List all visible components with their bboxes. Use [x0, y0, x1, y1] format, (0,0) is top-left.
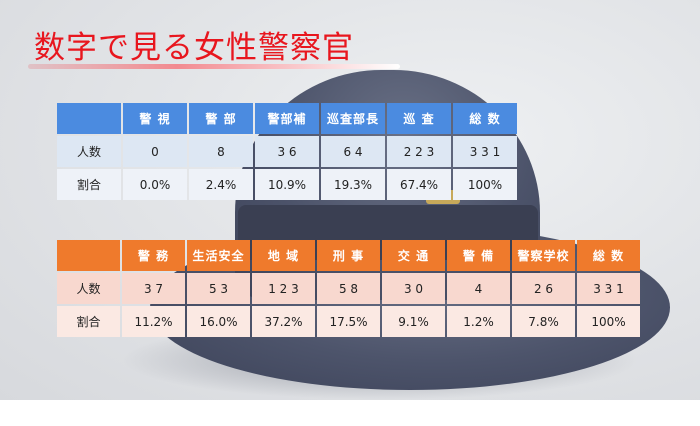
dept-header-cell: 生活安全	[187, 240, 250, 271]
table-cell: 2.4%	[189, 169, 253, 200]
table-cell: 5 8	[317, 273, 380, 304]
dept-ratio-row: 割合 11.2% 16.0% 37.2% 17.5% 9.1% 1.2% 7.8…	[57, 306, 640, 337]
table-cell: 8	[189, 136, 253, 167]
table-cell: 1.2%	[447, 306, 510, 337]
dept-header-cell: 警 務	[122, 240, 185, 271]
table-cell: 7.8%	[512, 306, 575, 337]
page-title: 数字で見る女性警察官	[34, 30, 354, 66]
table-cell: 11.2%	[122, 306, 185, 337]
dept-header-cell: 総 数	[577, 240, 640, 271]
table-cell: 1 2 3	[252, 273, 315, 304]
rank-header-row: 警 視 警 部 警部補 巡査部長 巡 査 総 数	[57, 103, 517, 134]
row-label: 割合	[57, 306, 120, 337]
table-cell: 0	[123, 136, 187, 167]
dept-header-cell: 地 域	[252, 240, 315, 271]
table-cell: 16.0%	[187, 306, 250, 337]
table-cell: 10.9%	[255, 169, 319, 200]
dept-header-row: 警 務 生活安全 地 域 刑 事 交 通 警 備 警察学校 総 数	[57, 240, 640, 271]
table-cell: 100%	[577, 306, 640, 337]
bottom-margin	[0, 400, 700, 426]
dept-header-corner	[57, 240, 120, 271]
table-cell: 19.3%	[321, 169, 385, 200]
dept-count-row: 人数 3 7 5 3 1 2 3 5 8 3 0 4 2 6 3 3 1	[57, 273, 640, 304]
dept-header-cell: 警察学校	[512, 240, 575, 271]
table-cell: 3 7	[122, 273, 185, 304]
rank-header-cell: 巡 査	[387, 103, 451, 134]
table-cell: 67.4%	[387, 169, 451, 200]
table-cell: 0.0%	[123, 169, 187, 200]
rank-header-corner	[57, 103, 121, 134]
table-cell: 3 6	[255, 136, 319, 167]
department-table: 警 務 生活安全 地 域 刑 事 交 通 警 備 警察学校 総 数 人数 3 7…	[55, 238, 642, 339]
row-label: 人数	[57, 273, 120, 304]
rank-header-cell: 総 数	[453, 103, 517, 134]
table-cell: 2 2 3	[387, 136, 451, 167]
rank-table: 警 視 警 部 警部補 巡査部長 巡 査 総 数 人数 0 8 3 6 6 4 …	[55, 101, 519, 202]
rank-count-row: 人数 0 8 3 6 6 4 2 2 3 3 3 1	[57, 136, 517, 167]
table-cell: 3 3 1	[577, 273, 640, 304]
table-cell: 6 4	[321, 136, 385, 167]
rank-header-cell: 巡査部長	[321, 103, 385, 134]
dept-header-cell: 警 備	[447, 240, 510, 271]
rank-ratio-row: 割合 0.0% 2.4% 10.9% 19.3% 67.4% 100%	[57, 169, 517, 200]
dept-header-cell: 刑 事	[317, 240, 380, 271]
rank-header-cell: 警 視	[123, 103, 187, 134]
table-cell: 4	[447, 273, 510, 304]
rank-header-cell: 警 部	[189, 103, 253, 134]
table-cell: 3 3 1	[453, 136, 517, 167]
row-label: 割合	[57, 169, 121, 200]
table-cell: 3 0	[382, 273, 445, 304]
table-cell: 17.5%	[317, 306, 380, 337]
table-cell: 37.2%	[252, 306, 315, 337]
row-label: 人数	[57, 136, 121, 167]
table-cell: 100%	[453, 169, 517, 200]
dept-header-cell: 交 通	[382, 240, 445, 271]
table-cell: 5 3	[187, 273, 250, 304]
table-cell: 2 6	[512, 273, 575, 304]
rank-header-cell: 警部補	[255, 103, 319, 134]
table-cell: 9.1%	[382, 306, 445, 337]
title-underline	[28, 64, 400, 69]
